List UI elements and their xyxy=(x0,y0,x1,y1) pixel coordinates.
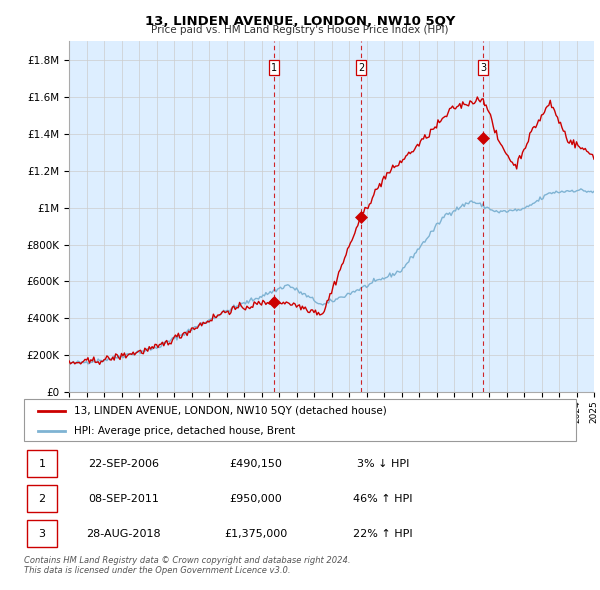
Text: £950,000: £950,000 xyxy=(229,494,282,503)
Text: 3% ↓ HPI: 3% ↓ HPI xyxy=(356,458,409,468)
Text: £1,375,000: £1,375,000 xyxy=(224,529,287,539)
Text: 3: 3 xyxy=(38,529,46,539)
Text: 1: 1 xyxy=(271,63,277,73)
FancyBboxPatch shape xyxy=(24,399,576,441)
FancyBboxPatch shape xyxy=(27,520,57,548)
Text: Contains HM Land Registry data © Crown copyright and database right 2024.: Contains HM Land Registry data © Crown c… xyxy=(24,556,350,565)
Text: 2: 2 xyxy=(358,63,364,73)
Text: 13, LINDEN AVENUE, LONDON, NW10 5QY: 13, LINDEN AVENUE, LONDON, NW10 5QY xyxy=(145,15,455,28)
Text: 22% ↑ HPI: 22% ↑ HPI xyxy=(353,529,413,539)
Text: 1: 1 xyxy=(38,458,46,468)
FancyBboxPatch shape xyxy=(27,450,57,477)
Text: 2: 2 xyxy=(38,494,46,503)
Text: 13, LINDEN AVENUE, LONDON, NW10 5QY (detached house): 13, LINDEN AVENUE, LONDON, NW10 5QY (det… xyxy=(74,406,386,416)
Text: 28-AUG-2018: 28-AUG-2018 xyxy=(86,529,161,539)
Text: Price paid vs. HM Land Registry's House Price Index (HPI): Price paid vs. HM Land Registry's House … xyxy=(151,25,449,35)
Text: 3: 3 xyxy=(480,63,486,73)
FancyBboxPatch shape xyxy=(27,485,57,512)
Text: 22-SEP-2006: 22-SEP-2006 xyxy=(88,458,159,468)
Text: 46% ↑ HPI: 46% ↑ HPI xyxy=(353,494,413,503)
Text: 08-SEP-2011: 08-SEP-2011 xyxy=(88,494,159,503)
Text: £490,150: £490,150 xyxy=(229,458,282,468)
Text: This data is licensed under the Open Government Licence v3.0.: This data is licensed under the Open Gov… xyxy=(24,566,290,575)
Text: HPI: Average price, detached house, Brent: HPI: Average price, detached house, Bren… xyxy=(74,426,295,435)
